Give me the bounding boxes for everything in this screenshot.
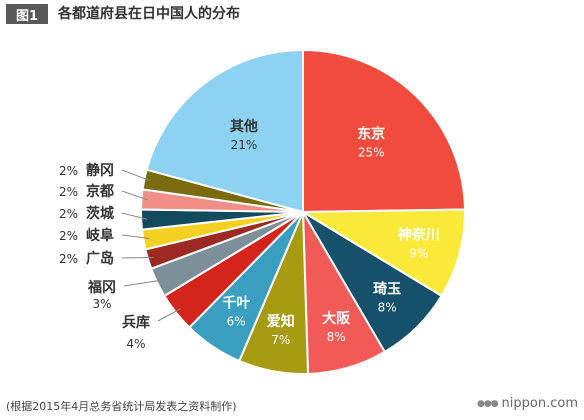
leader-line-9: [121, 234, 150, 240]
slice-label-9: 岐阜: [86, 227, 114, 244]
slice-pct-1: 9%: [409, 246, 428, 260]
leader-line-10: [121, 212, 148, 220]
slice-label-3: 大阪: [322, 310, 351, 327]
slice-pct-10: 2%: [59, 207, 78, 221]
chart-title: 各都道府县在日中国人的分布: [58, 6, 240, 22]
slice-pct-13: 21%: [231, 138, 258, 152]
slice-label-8: 广岛: [86, 250, 114, 267]
source-note: (根据2015年4月总务省统计局发表之资料制作): [6, 400, 237, 413]
slice-label-7: 福冈: [87, 279, 116, 296]
slice-label-0: 东京: [357, 126, 385, 143]
nippon-dots-icon: ●●●: [476, 398, 499, 409]
brand-text: nippon.com: [501, 396, 578, 411]
brand-logo: ●●● nippon.com: [477, 396, 578, 411]
slice-pct-7: 3%: [92, 297, 111, 311]
slice-label-4: 爱知: [267, 313, 295, 330]
slice-pct-11: 2%: [59, 185, 78, 199]
slice-label-6: 兵库: [122, 314, 150, 331]
leader-line-6: [157, 308, 181, 322]
slice-pct-12: 2%: [59, 164, 78, 178]
slice-pct-0: 25%: [358, 146, 385, 160]
slice-pct-3: 8%: [327, 330, 346, 344]
pie-slice-13: [145, 48, 304, 214]
slice-pct-5: 6%: [227, 315, 246, 329]
slice-label-13: 其他: [230, 118, 258, 135]
slice-label-11: 京都: [86, 183, 114, 200]
leader-line-8: [121, 256, 154, 259]
slice-pct-6: 4%: [126, 337, 145, 351]
slice-pct-8: 2%: [59, 252, 78, 266]
slice-pct-9: 2%: [59, 229, 78, 243]
slice-label-5: 千叶: [222, 295, 250, 312]
leader-line-12: [121, 169, 151, 182]
pie-slice-1: [299, 208, 466, 298]
leader-line-7: [123, 279, 163, 287]
slice-pct-4: 7%: [271, 333, 290, 347]
slice-label-12: 静冈: [86, 162, 114, 179]
figure-tag: 图1: [6, 4, 48, 24]
slice-label-2: 琦玉: [373, 280, 401, 297]
slice-label-1: 神奈川: [398, 226, 440, 243]
leader-line-11: [121, 190, 148, 201]
pie-slice-0: [302, 48, 466, 214]
slice-pct-2: 8%: [378, 300, 397, 314]
slice-label-10: 茨城: [86, 205, 114, 222]
